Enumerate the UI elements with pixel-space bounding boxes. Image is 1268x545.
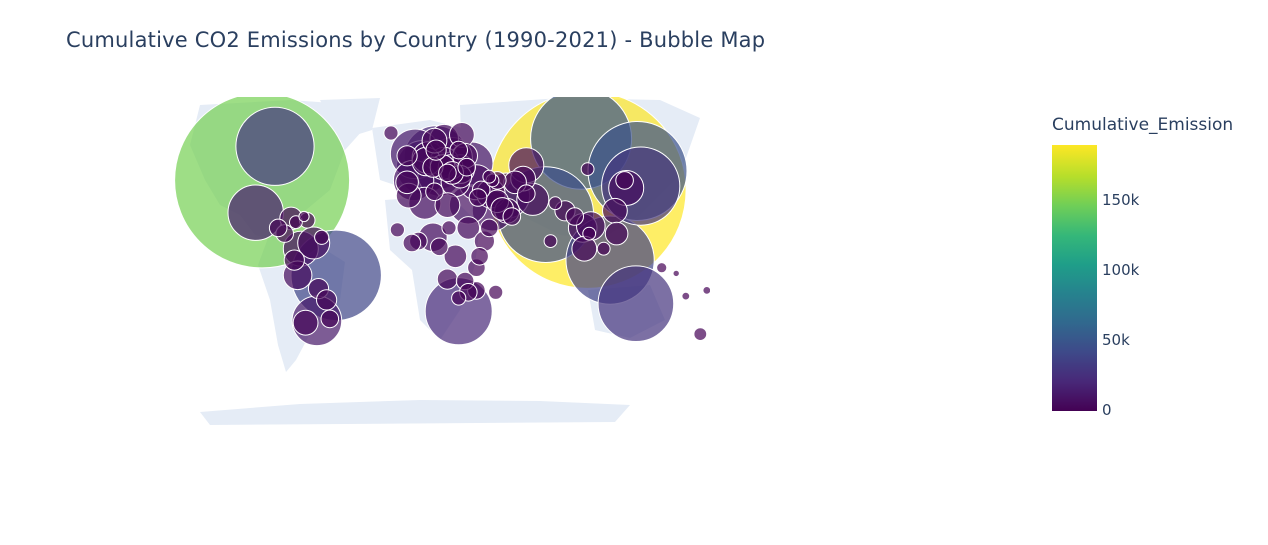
- emission-bubble[interactable]: [396, 145, 418, 167]
- emission-bubble[interactable]: [314, 229, 330, 245]
- emission-bubble[interactable]: [681, 291, 691, 301]
- emission-bubble[interactable]: [235, 106, 315, 186]
- emission-bubble[interactable]: [543, 234, 558, 249]
- emission-bubble[interactable]: [615, 171, 634, 190]
- emission-bubble[interactable]: [456, 216, 481, 240]
- colorbar-scale: [1052, 145, 1097, 411]
- emission-bubble[interactable]: [457, 157, 477, 177]
- emission-bubble[interactable]: [395, 170, 419, 195]
- emission-bubble[interactable]: [702, 286, 711, 295]
- emission-bubble[interactable]: [443, 244, 468, 269]
- emission-bubble[interactable]: [451, 290, 467, 306]
- emission-bubble[interactable]: [482, 169, 497, 184]
- emission-bubble[interactable]: [596, 241, 611, 256]
- emission-bubble[interactable]: [441, 220, 457, 236]
- emission-bubble[interactable]: [480, 218, 499, 238]
- colorbar-tick: 50k: [1102, 331, 1130, 349]
- land-greenland: [320, 98, 380, 140]
- emission-bubble[interactable]: [502, 207, 522, 226]
- emission-bubble[interactable]: [517, 184, 536, 203]
- emission-bubble[interactable]: [283, 249, 305, 271]
- emission-bubble[interactable]: [565, 207, 585, 226]
- emission-bubble[interactable]: [672, 269, 680, 278]
- emission-bubbles[interactable]: [174, 88, 711, 347]
- emission-bubble[interactable]: [298, 210, 310, 223]
- emission-bubble[interactable]: [602, 197, 628, 224]
- emission-bubble[interactable]: [430, 237, 449, 257]
- emission-bubble[interactable]: [468, 188, 488, 207]
- emission-bubble[interactable]: [548, 196, 563, 211]
- emission-bubble[interactable]: [425, 182, 444, 202]
- emission-bubble[interactable]: [268, 218, 288, 238]
- emission-bubble[interactable]: [292, 309, 319, 336]
- emission-bubble[interactable]: [597, 265, 675, 343]
- emission-bubble[interactable]: [438, 163, 457, 183]
- emission-bubble[interactable]: [436, 268, 458, 290]
- emission-bubble[interactable]: [571, 235, 598, 262]
- emission-bubble[interactable]: [434, 192, 461, 219]
- land-antarctica: [200, 400, 630, 425]
- emission-bubble[interactable]: [316, 289, 338, 311]
- colorbar-title: Cumulative_Emission: [1052, 115, 1234, 135]
- emission-bubble[interactable]: [402, 233, 422, 253]
- emission-bubble[interactable]: [383, 125, 399, 141]
- colorbar-tick: 150k: [1102, 191, 1140, 209]
- emission-bubble[interactable]: [320, 309, 340, 329]
- emission-bubble[interactable]: [580, 162, 595, 177]
- colorbar-tick: 100k: [1102, 261, 1140, 279]
- emission-bubble[interactable]: [693, 327, 708, 342]
- emission-bubble[interactable]: [656, 262, 668, 274]
- emission-bubble[interactable]: [389, 222, 405, 238]
- colorbar-tick: 0: [1102, 401, 1112, 419]
- emission-bubble[interactable]: [449, 140, 469, 160]
- emission-bubble[interactable]: [604, 221, 629, 246]
- chart-title: Cumulative CO2 Emissions by Country (199…: [66, 28, 766, 52]
- emission-bubble[interactable]: [425, 139, 447, 161]
- emission-bubble[interactable]: [582, 226, 597, 241]
- emission-bubble[interactable]: [488, 284, 504, 300]
- emission-bubble[interactable]: [470, 246, 489, 266]
